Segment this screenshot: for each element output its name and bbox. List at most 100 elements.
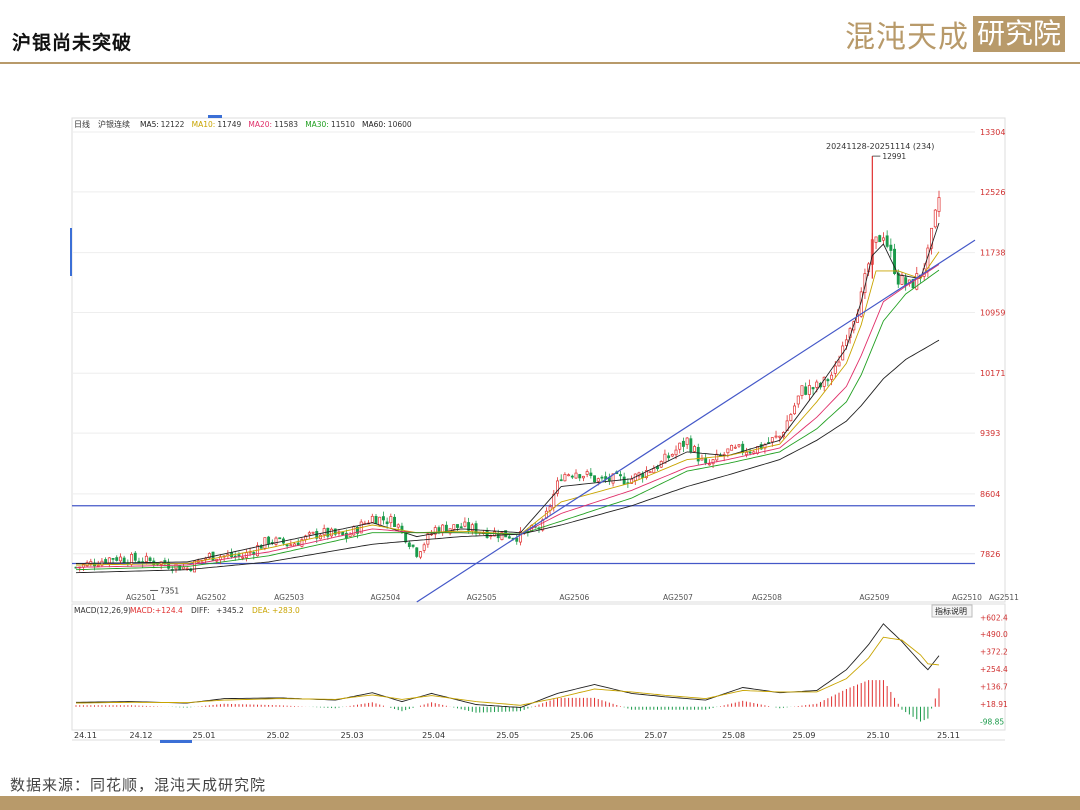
candle-body bbox=[85, 562, 89, 567]
candle-body bbox=[937, 197, 941, 212]
ma-line-ma60 bbox=[75, 339, 940, 574]
y-tick-label: 9393 bbox=[980, 429, 1000, 438]
candle-body bbox=[826, 379, 830, 382]
candle-body bbox=[567, 474, 571, 477]
candle-body bbox=[674, 449, 678, 456]
candle-body bbox=[889, 244, 893, 251]
candle-body bbox=[122, 557, 126, 563]
candle-body bbox=[670, 454, 674, 457]
candle-body bbox=[878, 235, 882, 243]
macd-legend-value: +124.4 bbox=[155, 606, 183, 615]
candle-body bbox=[807, 385, 811, 395]
candle-body bbox=[593, 475, 596, 483]
candle-body bbox=[463, 521, 467, 527]
y-tick-label: 12526 bbox=[980, 188, 1005, 197]
candle-body bbox=[456, 524, 459, 528]
contract-label: AG2507 bbox=[663, 593, 693, 602]
contract-label: AG2506 bbox=[559, 593, 589, 602]
x-tick-label: 25.05 bbox=[496, 731, 519, 740]
candle-body bbox=[204, 558, 208, 560]
candle-body bbox=[711, 459, 715, 465]
contract-label: AG2510 bbox=[952, 593, 982, 602]
candle-body bbox=[885, 235, 889, 247]
macd-y-tick: +136.7 bbox=[980, 683, 1008, 692]
candle-body bbox=[500, 532, 504, 540]
candle-body bbox=[415, 547, 419, 557]
page-title: 沪银尚未突破 bbox=[12, 32, 133, 54]
candle-body bbox=[193, 560, 196, 573]
brand-institute: 研究院 bbox=[973, 16, 1066, 52]
candle-body bbox=[433, 527, 437, 535]
candle-body bbox=[96, 565, 100, 567]
candle-body bbox=[422, 544, 426, 551]
macd-legend-value: +283.0 bbox=[272, 606, 300, 615]
candle-body bbox=[581, 475, 585, 479]
macd-y-tick: +602.4 bbox=[980, 614, 1008, 623]
x-tick-label: 25.08 bbox=[722, 731, 745, 740]
period-label: 日线 bbox=[74, 119, 90, 129]
brand-name: 混沌天成 bbox=[845, 20, 969, 55]
macd-legend-name: MACD: bbox=[130, 606, 155, 615]
candle-body bbox=[915, 273, 919, 290]
candle-body bbox=[274, 537, 278, 545]
candle-body bbox=[752, 451, 756, 454]
candle-body bbox=[278, 537, 282, 540]
candle-body bbox=[467, 522, 471, 531]
candle-body bbox=[726, 448, 730, 454]
candle-body bbox=[622, 476, 626, 485]
candle-body bbox=[748, 451, 752, 454]
candle-body bbox=[833, 365, 837, 374]
candle-body bbox=[930, 227, 934, 249]
candle-body bbox=[648, 471, 652, 474]
trend-line bbox=[416, 239, 976, 603]
candle-body bbox=[693, 446, 697, 452]
y-tick-label: 8604 bbox=[980, 490, 1000, 499]
candle-body bbox=[793, 405, 797, 415]
candle-body bbox=[333, 528, 337, 535]
macd-y-tick: +254.4 bbox=[980, 665, 1008, 674]
x-tick-label: 24.12 bbox=[130, 731, 153, 740]
candle-body bbox=[300, 539, 304, 547]
candle-body bbox=[515, 537, 519, 542]
candle-body bbox=[374, 516, 378, 525]
candle-body bbox=[104, 559, 108, 564]
candle-body bbox=[744, 451, 748, 455]
candle-body bbox=[578, 474, 582, 479]
candle-body bbox=[704, 458, 708, 464]
x-tick-label: 25.04 bbox=[422, 731, 445, 740]
candle-body bbox=[815, 381, 819, 388]
x-tick-label: 25.09 bbox=[793, 731, 816, 740]
contract-label: AG2511 bbox=[989, 593, 1019, 602]
candle-body bbox=[804, 386, 808, 395]
ma-legend-value: 10600 bbox=[388, 120, 412, 129]
macd-legend-name: DIFF: bbox=[191, 606, 210, 615]
candle-body bbox=[644, 470, 648, 478]
candle-body bbox=[770, 437, 774, 443]
candle-body bbox=[470, 524, 474, 531]
candle-body bbox=[293, 543, 296, 547]
contract-label: AG2504 bbox=[370, 593, 400, 602]
candle-body bbox=[789, 414, 793, 422]
candle-body bbox=[419, 551, 422, 558]
contract-label: AG2505 bbox=[467, 593, 497, 602]
macd-y-tick: +490.0 bbox=[980, 630, 1008, 639]
y-tick-label: 10959 bbox=[980, 309, 1005, 318]
scroll-marker bbox=[208, 115, 222, 118]
candle-body bbox=[181, 566, 185, 570]
candle-body bbox=[459, 526, 463, 529]
candle-body bbox=[385, 521, 389, 525]
candle-body bbox=[344, 532, 348, 539]
candle-body bbox=[574, 472, 578, 479]
contract-label: AG2501 bbox=[126, 593, 156, 602]
candle-body bbox=[933, 209, 937, 228]
candle-body bbox=[441, 524, 445, 533]
candle-body bbox=[263, 537, 267, 549]
macd-y-tick: +372.2 bbox=[980, 648, 1008, 657]
candle-body bbox=[596, 478, 600, 482]
candle-body bbox=[556, 480, 559, 494]
candle-body bbox=[307, 532, 311, 535]
candle-body bbox=[796, 395, 800, 405]
ma-legend-value: 11749 bbox=[217, 120, 241, 129]
candle-body bbox=[411, 544, 415, 547]
